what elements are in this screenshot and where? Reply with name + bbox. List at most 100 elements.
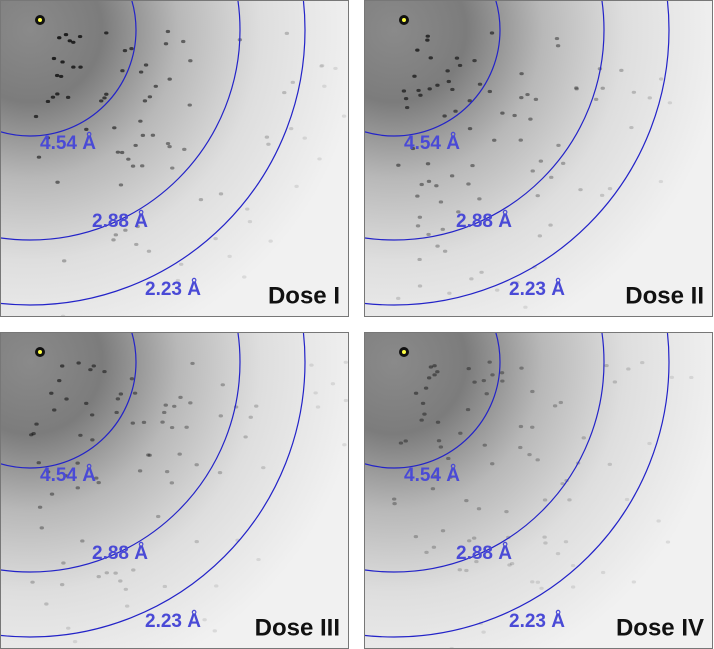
spot (658, 77, 664, 81)
spot (138, 70, 144, 74)
spot (227, 254, 232, 258)
spot (71, 40, 76, 44)
spot (94, 476, 99, 480)
spot (342, 443, 347, 447)
spot (39, 526, 44, 530)
spot (104, 571, 109, 575)
spot (57, 36, 62, 40)
spot (61, 561, 66, 565)
spot (317, 157, 322, 161)
spot (131, 568, 136, 572)
spot (114, 410, 119, 415)
spot (426, 232, 431, 237)
spot (146, 249, 152, 253)
spot (453, 109, 458, 113)
spot (422, 412, 427, 416)
spot (50, 95, 56, 99)
spot (91, 364, 96, 368)
spot (242, 275, 247, 279)
spot (424, 550, 429, 554)
spot (162, 410, 167, 415)
ring-label: 2.88 Å (92, 211, 148, 232)
spot (465, 407, 471, 412)
spot (419, 182, 424, 187)
spot (537, 234, 543, 238)
spot (535, 580, 541, 584)
spot (449, 174, 455, 178)
panel: 4.54 Å 2.88 Å 2.23 Å Dose II (364, 0, 713, 317)
panel: 4.54 Å 2.88 Å 2.23 Å Dose III (0, 332, 349, 649)
spot (472, 380, 477, 384)
spot (129, 377, 135, 381)
dose-label: Dose IV (616, 614, 704, 641)
ring-label: 2.23 Å (509, 611, 565, 632)
resolution-ring (0, 0, 241, 241)
spot (415, 48, 420, 52)
spot (245, 207, 250, 211)
spot (190, 361, 195, 366)
diffraction-image (364, 0, 713, 317)
spot (413, 535, 419, 539)
spot (466, 367, 471, 371)
spot (519, 72, 524, 76)
spot (341, 114, 347, 118)
spot (343, 360, 349, 364)
spot (464, 499, 469, 503)
spot (84, 401, 89, 405)
spot (37, 505, 43, 509)
spot (167, 77, 172, 81)
dose-label: Dose III (255, 614, 340, 641)
spot (656, 519, 661, 523)
spot (612, 380, 618, 384)
spot (163, 42, 169, 46)
spot (433, 474, 438, 479)
spot (549, 175, 554, 179)
spot (560, 161, 566, 165)
direct-beam-core (38, 350, 42, 354)
spot (629, 125, 634, 130)
spot (665, 540, 671, 544)
spot (96, 481, 101, 485)
spot (410, 146, 416, 151)
spot (59, 583, 65, 587)
spot (570, 563, 576, 568)
spot (64, 397, 69, 401)
resolution-ring (364, 0, 501, 137)
spot (528, 117, 533, 121)
spot (560, 482, 565, 486)
spot (113, 233, 119, 237)
spot (466, 182, 471, 186)
spot (254, 404, 259, 408)
spot (319, 63, 325, 68)
spot (52, 408, 57, 412)
spot (530, 169, 535, 173)
spot (142, 99, 148, 103)
spot (194, 540, 199, 544)
spot (76, 361, 81, 365)
panel: 4.54 Å 2.88 Å 2.23 Å Dose IV (364, 332, 713, 649)
resolution-ring (0, 332, 241, 573)
ring-label: 2.88 Å (456, 543, 512, 564)
spot (490, 373, 495, 377)
spot (447, 291, 452, 295)
resolution-ring (0, 332, 306, 638)
direct-beam-core (402, 18, 406, 22)
spot (689, 375, 694, 380)
ring-label: 2.23 Å (509, 279, 565, 300)
resolution-ring (0, 332, 137, 469)
spot (607, 462, 613, 466)
spot (567, 498, 572, 502)
ring-label: 4.54 Å (40, 133, 96, 154)
spot (160, 420, 165, 424)
spot (65, 95, 71, 99)
spot (415, 224, 421, 228)
spot (530, 389, 535, 394)
spot (213, 237, 218, 241)
spot (436, 439, 442, 443)
spot (538, 159, 544, 163)
spot (484, 392, 489, 396)
spot (425, 162, 431, 166)
spot (78, 433, 83, 437)
spot (558, 400, 564, 405)
